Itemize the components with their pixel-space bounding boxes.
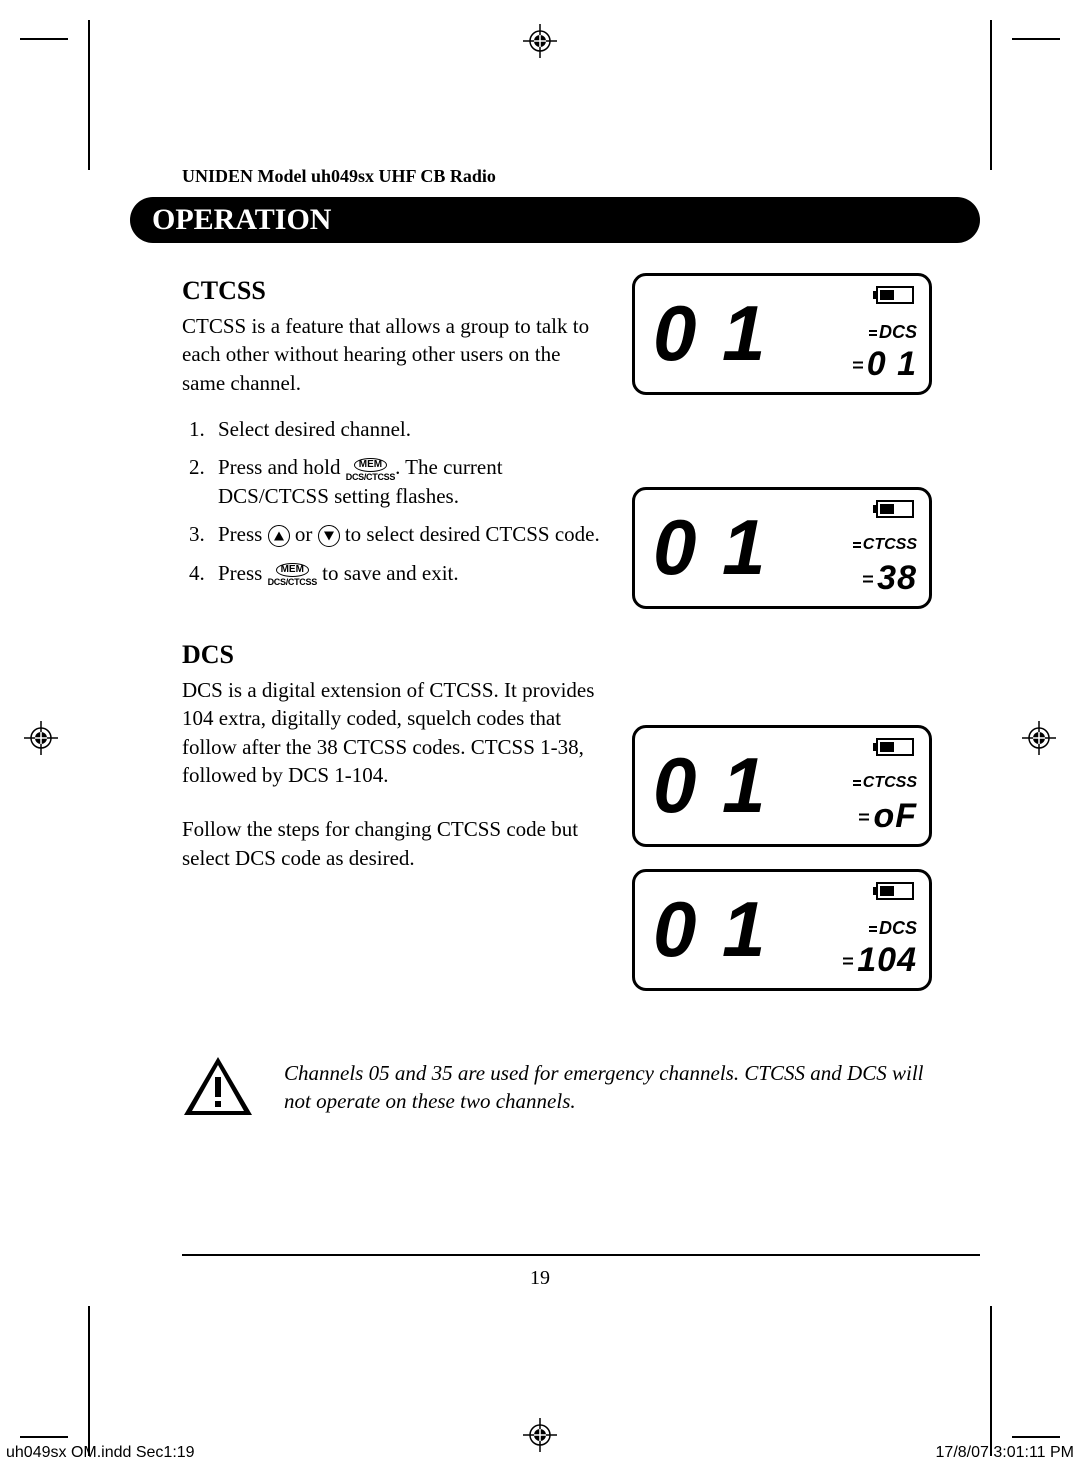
mem-label: MEM (354, 458, 387, 472)
warning-row: Channels 05 and 35 are used for emergenc… (182, 1055, 942, 1119)
dcs-section: DCS DCS is a digital extension of CTCSS.… (182, 637, 602, 872)
battery-icon (873, 882, 915, 900)
ctcss-intro: CTCSS is a feature that allows a group t… (182, 312, 602, 397)
mem-sublabel: DCS/CTCSS (268, 578, 317, 587)
page-body: UNIDEN Model uh049sx UHF CB Radio OPERAT… (100, 60, 980, 1406)
step-text: Press (218, 522, 268, 546)
crop-mark (990, 1306, 992, 1456)
content-columns: CTCSS CTCSS is a feature that allows a g… (182, 273, 980, 991)
crop-mark (20, 38, 68, 40)
crop-mark (1012, 1436, 1060, 1438)
crop-mark (1012, 38, 1060, 40)
step-text: to save and exit. (322, 561, 458, 585)
crop-mark (20, 1436, 68, 1438)
lcd-display-1: 0 1 DCS 0 1 (632, 273, 932, 395)
down-arrow-icon (318, 525, 340, 547)
registration-mark-icon (523, 24, 557, 58)
lcd-code: oF (873, 797, 917, 836)
print-footer: uh049sx OM.indd Sec1:19 17/8/07 3:01:11 … (0, 1444, 1080, 1462)
ctcss-heading: CTCSS (182, 273, 602, 308)
dcs-heading: DCS (182, 637, 602, 672)
mem-button-icon: MEMDCS/CTCSS (268, 563, 317, 587)
battery-icon (873, 738, 915, 756)
registration-mark-icon (1022, 721, 1056, 755)
step-1: Select desired channel. (210, 415, 602, 443)
warning-triangle-icon (182, 1055, 254, 1119)
warning-text: Channels 05 and 35 are used for emergenc… (284, 1059, 942, 1116)
mem-label: MEM (276, 563, 309, 577)
step-text: Press (218, 561, 268, 585)
lcd-mode-tag: CTCSS (863, 536, 917, 554)
lcd-channel: 0 1 (653, 294, 767, 372)
dcs-p1: DCS is a digital extension of CTCSS. It … (182, 676, 602, 789)
battery-icon (873, 500, 915, 518)
crop-mark (990, 20, 992, 170)
lcd-channel: 0 1 (653, 746, 767, 824)
lcd-display-3: 0 1 CTCSS oF (632, 725, 932, 847)
step-4: Press MEMDCS/CTCSS to save and exit. (210, 559, 602, 587)
up-arrow-icon (268, 525, 290, 547)
lcd-channel: 0 1 (653, 508, 767, 586)
crop-mark (88, 20, 90, 170)
step-text: or (295, 522, 318, 546)
step-2: Press and hold MEMDCS/CTCSS. The current… (210, 453, 602, 510)
lcd-code: 0 1 (867, 345, 917, 384)
lcd-display-2: 0 1 CTCSS 38 (632, 487, 932, 609)
mem-sublabel: DCS/CTCSS (346, 473, 395, 482)
ctcss-steps: Select desired channel. Press and hold M… (210, 415, 602, 587)
footer-left: uh049sx OM.indd Sec1:19 (6, 1444, 195, 1462)
spacer (632, 637, 952, 697)
running-header: UNIDEN Model uh049sx UHF CB Radio (182, 166, 980, 187)
dcs-p2: Follow the steps for changing CTCSS code… (182, 815, 602, 872)
mem-button-icon: MEMDCS/CTCSS (346, 458, 395, 482)
spacer (632, 423, 952, 459)
lcd-code: 104 (857, 941, 917, 980)
lcd-mode-tag: CTCSS (863, 774, 917, 792)
right-column: 0 1 DCS 0 1 0 1 CTCSS 38 0 1 CTCSS oF 0 … (632, 273, 952, 991)
lcd-mode-tag: DCS (879, 322, 917, 343)
step-text: Select desired channel. (218, 417, 411, 441)
step-text: Press and hold (218, 455, 346, 479)
page-number: 19 (100, 1267, 980, 1290)
lcd-mode-tag: DCS (879, 918, 917, 939)
section-title-bar: OPERATION (130, 197, 980, 243)
lcd-display-4: 0 1 DCS 104 (632, 869, 932, 991)
battery-icon (873, 286, 915, 304)
lcd-channel: 0 1 (653, 890, 767, 968)
page-bottom-rule (182, 1254, 980, 1256)
lcd-code: 38 (877, 559, 917, 598)
step-text: to select desired CTCSS code. (345, 522, 600, 546)
crop-mark (88, 1306, 90, 1456)
registration-mark-icon (24, 721, 58, 755)
footer-right: 17/8/07 3:01:11 PM (936, 1444, 1074, 1462)
left-column: CTCSS CTCSS is a feature that allows a g… (182, 273, 602, 991)
step-3: Press or to select desired CTCSS code. (210, 520, 602, 548)
